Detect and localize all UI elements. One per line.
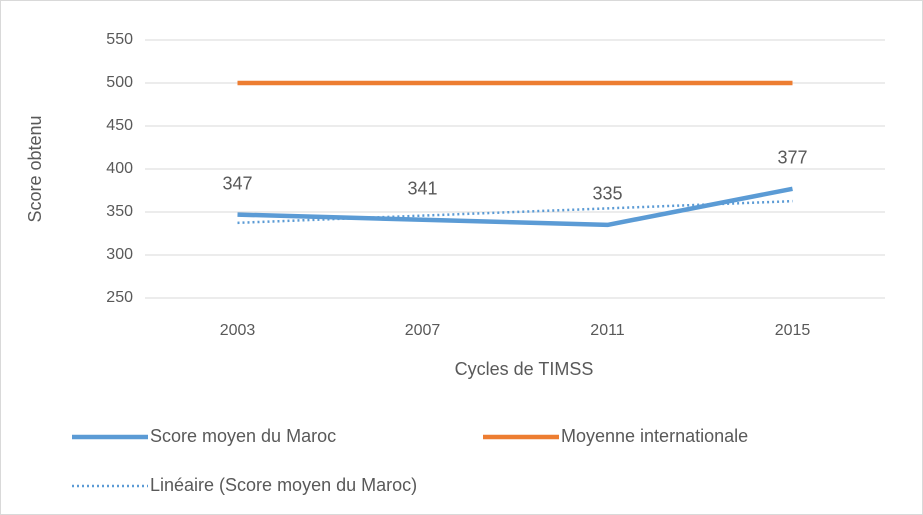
y-tick-label: 450 <box>106 117 133 134</box>
data-label: 377 <box>777 148 807 168</box>
y-tick-label: 250 <box>106 289 133 306</box>
y-tick-label: 300 <box>106 246 133 263</box>
y-axis-label: Score obtenu <box>25 115 45 222</box>
y-tick-label: 400 <box>106 160 133 177</box>
data-label: 341 <box>407 178 437 198</box>
legend-label: Moyenne internationale <box>561 426 748 446</box>
x-tick-label: 2003 <box>220 322 256 339</box>
y-tick-label: 550 <box>106 31 133 48</box>
data-label: 335 <box>592 184 622 204</box>
x-axis-label: Cycles de TIMSS <box>455 359 594 379</box>
series-line <box>237 186 793 228</box>
legend-label: Score moyen du Maroc <box>150 426 336 446</box>
legend-label: Linéaire (Score moyen du Maroc) <box>150 475 417 495</box>
data-label: 347 <box>222 173 252 193</box>
x-tick-label: 2011 <box>590 322 625 339</box>
x-tick-label: 2007 <box>405 322 441 339</box>
y-tick-label: 500 <box>106 74 133 91</box>
x-tick-label: 2015 <box>775 322 811 339</box>
y-tick-label: 350 <box>106 203 133 220</box>
